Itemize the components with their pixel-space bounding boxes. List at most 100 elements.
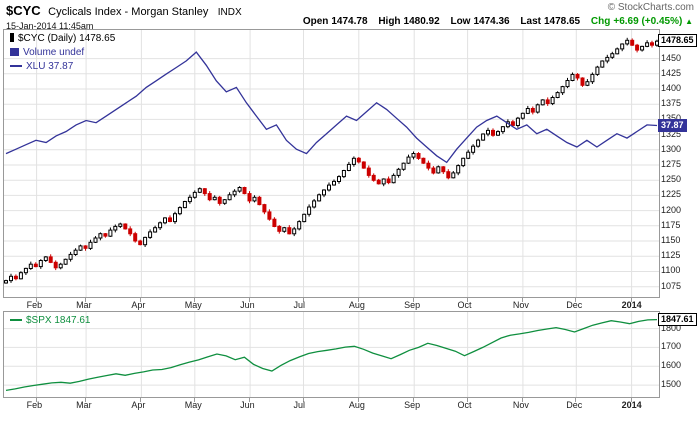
legend-xlu-label: XLU 37.87 [26,61,74,72]
y-axis-tick-label: 1425 [661,67,682,78]
x-axis-tickmark [413,398,415,402]
legend-xlu: XLU 37.87 [10,61,73,72]
x-axis-tickmark [521,398,523,402]
open-label: Open [302,16,329,27]
info-row: 15-Jan-2014 11:45am Open 1474.78 High 1480… [6,16,693,31]
x-axis-label: Aug [348,300,365,310]
x-axis-label: Mar [76,400,92,410]
x-axis-tickmark [630,398,632,402]
y-axis-tick-label: 1100 [661,265,681,276]
lower-chart-panel: $SPX 1847.61 [3,311,660,398]
x-axis-tickmark [521,298,523,302]
y-axis-tick-label: 1075 [661,280,682,291]
x-axis-tickmark [35,298,37,302]
low-value: 1474.36 [473,16,510,27]
quote-chg-group: Chg +6.69 (+0.45%) ▲ [583,16,693,27]
x-axis-tickmark [357,398,359,402]
x-axis-tickmark [575,398,577,402]
x-axis-label: Oct [457,300,472,310]
exchange-label: INDX [217,7,242,18]
line-swatch-icon [10,319,22,321]
x-axis-label: Dec [566,300,583,310]
y-axis-tick-label: 1125 [661,250,681,261]
x-axis-tickmark [193,398,195,402]
x-axis-tickmark [140,298,142,302]
x-axis-tickmark [302,398,304,402]
spx-price-tag: 1847.61 [658,312,697,326]
x-axis-tickmark [466,398,468,402]
x-axis-label: 2014 [621,400,642,410]
x-axis-tickmark [35,398,37,402]
x-axis-tickmark [575,298,577,302]
x-axis-label: Sep [404,400,421,410]
y-axis-tick-label: 1225 [661,189,682,200]
x-axis-label: Jun [240,400,255,410]
x-axis-label: Nov [512,300,529,310]
y-axis-tick-label: 1175 [661,219,681,230]
datetime-label: 15-Jan-2014 11:45am [6,21,94,31]
y-axis-tick-label: 1800 [661,322,682,333]
chg-label: Chg [590,16,611,27]
chg-value: +6.69 (+0.45%) [613,16,683,27]
last-label: Last [520,16,541,27]
y-axis-tick-label: 1150 [661,235,681,246]
x-axis-tickmark [413,298,415,302]
y-axis-tick-label: 1200 [661,204,682,215]
y-axis-tick-label: 1400 [661,82,682,93]
y-axis-tick-label: 1275 [661,159,682,170]
title-row: © StockCharts.com $CYC Cyclicals Index -… [6,2,694,18]
open-value: 1474.78 [331,16,368,27]
x-axis-tickmark [85,298,87,302]
x-axis-tickmark [249,398,251,402]
y-axis-tick-label: 1700 [661,341,682,352]
chart-title: Cyclicals Index - Morgan Stanley [48,6,209,18]
main-chart-panel: $CYC (Daily) 1478.65 Volume undef XLU 37… [3,29,660,298]
y-axis-tick-label: 1325 [661,128,682,139]
candlestick-icon [10,33,14,42]
x-axis-label: Feb [26,300,43,310]
lower-plot-svg [4,312,659,397]
cyc-price-tag: 1478.65 [658,34,697,48]
x-axis-label: Oct [457,400,472,410]
x-axis-label: Jul [293,300,306,310]
y-axis-tick-label: 1450 [661,52,682,63]
legend-volume: Volume undef [10,47,84,58]
volume-swatch-icon [10,48,19,56]
low-label: Low [450,16,471,27]
legend-cyc-label: $CYC (Daily) 1478.65 [18,33,116,44]
legend-volume-label: Volume undef [23,47,85,58]
y-axis-tick-label: 1375 [661,98,682,109]
y-axis-tick-label: 1500 [661,379,682,390]
x-axis-tickmark [193,298,195,302]
xlu-price-tag: 37.87 [658,118,687,132]
main-plot-svg [4,30,659,297]
line-swatch-icon [10,65,22,67]
x-axis-tickmark [302,298,304,302]
y-axis-tick-label: 1350 [661,113,681,123]
legend-cyc: $CYC (Daily) 1478.65 [10,33,115,44]
x-axis-tickmark [357,298,359,302]
high-value: 1480.92 [403,16,440,27]
y-axis-tick-label: 1300 [661,143,682,154]
x-axis-label: Jul [293,400,306,410]
x-axis-label: Sep [404,300,421,310]
high-label: High [378,16,401,27]
x-axis-tickmark [466,298,468,302]
x-axis-label: Nov [512,400,529,410]
x-axis-label: May [184,400,202,410]
x-axis-tickmark [85,398,87,402]
x-axis-label: Mar [76,300,92,310]
x-axis-label: Dec [566,400,583,410]
x-axis-label: Apr [131,400,146,410]
legend-spx-label: $SPX 1847.61 [26,315,91,326]
x-axis-label: Jun [240,300,255,310]
up-arrow-icon: ▲ [685,17,693,26]
x-axis-label: May [184,300,202,310]
x-axis-label: 2014 [621,300,642,310]
x-axis-tickmark [249,298,251,302]
legend-spx: $SPX 1847.61 [10,315,91,326]
x-axis-label: Feb [26,400,43,410]
x-axis-tickmark [140,398,142,402]
y-axis-tick-label: 1250 [661,174,682,185]
